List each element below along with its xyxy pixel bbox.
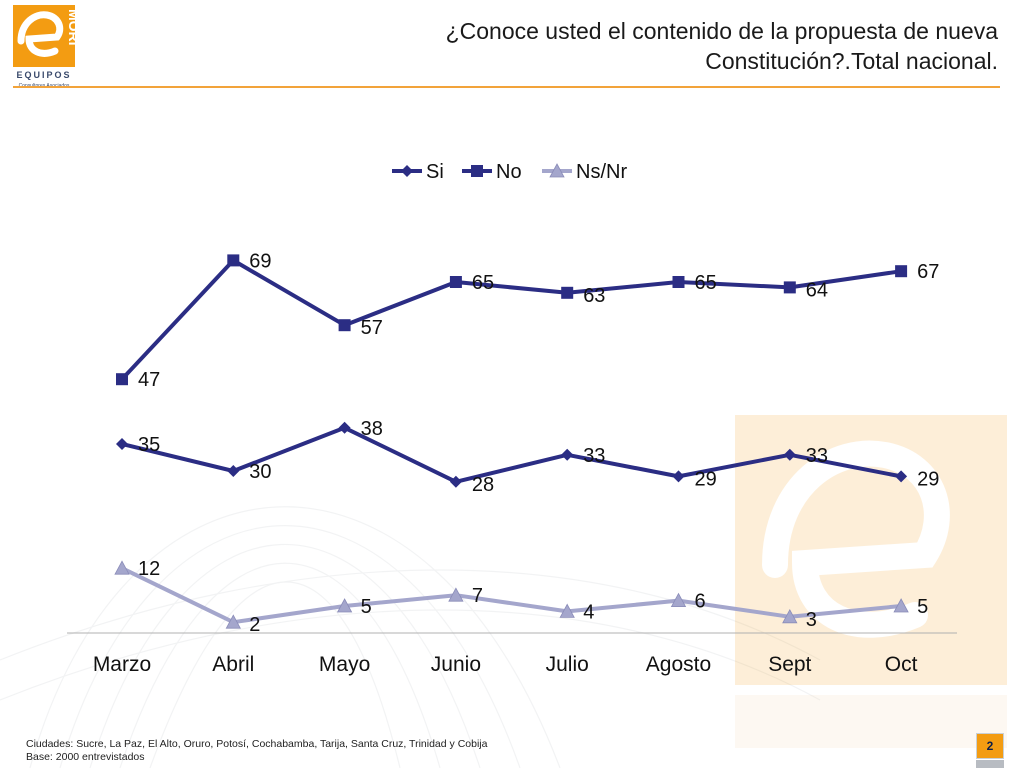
- footer-notes: Ciudades: Sucre, La Paz, El Alto, Oruro,…: [26, 738, 487, 764]
- data-point-si: [227, 465, 240, 477]
- data-point-si: [783, 448, 796, 461]
- data-label-no: 57: [361, 317, 383, 339]
- legend-item-ns-nr: Ns/Nr: [542, 161, 627, 183]
- data-point-ns-nr: [114, 560, 130, 575]
- data-point-si: [561, 448, 574, 461]
- x-tick-label: Oct: [885, 653, 918, 676]
- legend-item-si: Si: [392, 161, 444, 183]
- data-label-ns-nr: 6: [695, 591, 706, 613]
- data-label-no: 47: [138, 369, 160, 391]
- data-point-no: [895, 265, 908, 278]
- data-label-ns-nr: 5: [917, 596, 928, 618]
- data-point-si: [895, 470, 908, 483]
- data-point-no: [783, 281, 796, 294]
- x-tick-label: Junio: [431, 653, 481, 676]
- data-label-ns-nr: 4: [583, 601, 594, 623]
- data-point-no: [561, 286, 574, 299]
- chart-legend: Si No Ns/Nr: [392, 161, 627, 183]
- data-point-si: [672, 470, 685, 483]
- svg-text:MORI: MORI: [66, 9, 78, 46]
- data-point-ns-nr: [670, 592, 687, 607]
- x-tick-label: Abril: [212, 653, 254, 676]
- background-arcs-decoration: [0, 506, 821, 768]
- legend-marker: [471, 165, 483, 177]
- title-divider: [13, 86, 1000, 88]
- x-tick-label: Marzo: [93, 653, 151, 676]
- data-label-ns-nr: 12: [138, 558, 160, 580]
- data-label-ns-nr: 5: [361, 596, 372, 618]
- data-label-ns-nr: 3: [806, 609, 817, 631]
- data-label-si: 33: [583, 445, 605, 467]
- data-point-no: [227, 254, 240, 267]
- data-label-no: 63: [583, 285, 605, 307]
- data-point-no: [338, 319, 351, 332]
- footer-cities: Ciudades: Sucre, La Paz, El Alto, Oruro,…: [26, 738, 488, 750]
- data-point-si: [449, 475, 462, 488]
- legend-marker: [549, 163, 565, 178]
- data-label-ns-nr: 7: [472, 585, 483, 607]
- x-tick-label: Sept: [768, 653, 811, 676]
- legend-marker: [401, 165, 413, 177]
- data-label-no: 65: [472, 272, 494, 294]
- legend-label: Ns/Nr: [576, 161, 627, 183]
- data-label-si: 30: [249, 461, 271, 483]
- data-point-si: [338, 421, 351, 434]
- series-line-no: [120, 258, 902, 381]
- data-point-ns-nr: [336, 598, 353, 613]
- data-label-no: 69: [249, 250, 271, 272]
- series-line-ns-nr: [121, 566, 902, 625]
- data-label-no: 65: [695, 272, 717, 294]
- watermark-logo: [735, 415, 1007, 748]
- data-point-no: [116, 373, 128, 386]
- legend-label: No: [496, 161, 522, 183]
- page-number-badge: 2: [976, 733, 1004, 759]
- data-label-si: 33: [806, 445, 828, 467]
- data-point-no: [449, 276, 462, 288]
- data-label-si: 38: [361, 418, 383, 440]
- slide-title: ¿Conoce usted el contenido de la propues…: [238, 16, 998, 76]
- svg-text:EQUIPOS: EQUIPOS: [16, 70, 71, 80]
- data-label-ns-nr: 2: [249, 614, 260, 636]
- series-line-si: [121, 425, 902, 484]
- data-label-no: 67: [917, 261, 939, 283]
- data-label-no: 64: [806, 279, 828, 301]
- data-point-ns-nr: [225, 614, 241, 629]
- x-tick-label: Julio: [546, 653, 589, 676]
- footer-base: Base: 2000 entrevistados: [26, 751, 145, 763]
- data-point-ns-nr: [448, 587, 464, 602]
- legend-item-no: No: [462, 161, 522, 183]
- data-point-ns-nr: [559, 603, 575, 618]
- data-label-si: 35: [138, 434, 160, 456]
- data-point-ns-nr: [782, 608, 798, 624]
- data-point-si: [116, 438, 128, 450]
- data-label-si: 29: [917, 468, 939, 490]
- x-tick-label: Mayo: [319, 653, 370, 676]
- data-point-ns-nr: [893, 598, 909, 613]
- data-label-si: 28: [472, 474, 494, 496]
- x-tick-label: Agosto: [646, 653, 711, 676]
- title-line-1: ¿Conoce usted el contenido de la propues…: [445, 18, 998, 44]
- page-badge-strip: [976, 760, 1004, 768]
- legend-label: Si: [426, 161, 444, 183]
- data-label-si: 29: [695, 468, 717, 490]
- title-line-2: Constitución?.Total nacional.: [705, 48, 998, 74]
- data-point-no: [672, 276, 685, 288]
